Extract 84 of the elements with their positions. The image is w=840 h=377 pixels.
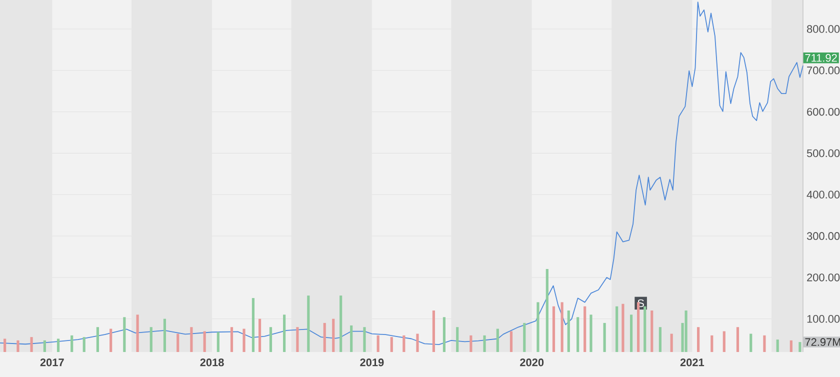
- bar: [442, 317, 446, 352]
- bar: [269, 327, 272, 352]
- bar: [136, 314, 139, 352]
- bar: [416, 334, 419, 352]
- bar: [644, 306, 646, 352]
- x-tick-label: 2018: [200, 358, 224, 366]
- bar: [350, 325, 353, 352]
- bar: [722, 331, 726, 352]
- bar: [496, 328, 499, 352]
- bar: [307, 296, 310, 352]
- bar: [163, 318, 166, 352]
- annotation: 72.97M: [805, 338, 840, 346]
- bar: [203, 331, 206, 352]
- bar: [750, 334, 752, 352]
- bar: [483, 335, 486, 352]
- bar: [390, 337, 393, 352]
- bar: [636, 302, 640, 352]
- bar: [258, 318, 262, 352]
- bar: [296, 327, 299, 352]
- bar: [536, 302, 540, 352]
- bar: [323, 322, 326, 352]
- bar: [30, 337, 33, 352]
- bar: [603, 322, 606, 352]
- y-tick-label: 500.00: [806, 149, 840, 158]
- bar: [16, 340, 20, 352]
- bar: [402, 335, 406, 352]
- bar: [590, 314, 592, 352]
- y-tick-label: 400.00: [806, 190, 840, 199]
- bar: [670, 334, 673, 352]
- bar: [616, 306, 618, 352]
- annotation: 711.92: [805, 54, 837, 62]
- bar: [110, 328, 112, 352]
- bar: [70, 335, 74, 352]
- bar: [630, 314, 633, 352]
- bar: [470, 335, 472, 352]
- bar: [190, 327, 193, 352]
- bar: [150, 327, 152, 352]
- y-tick-label: 200.00: [807, 274, 840, 282]
- bar: [552, 306, 556, 352]
- bar: [332, 318, 335, 352]
- y-tick-label: 800.00: [807, 25, 840, 33]
- bar: [650, 310, 654, 352]
- bar: [790, 340, 792, 352]
- bar: [123, 317, 126, 352]
- x-tick-label: 2021: [680, 358, 704, 366]
- bar: [798, 342, 802, 352]
- bar: [567, 310, 570, 352]
- y-tick-label: 700.00: [807, 66, 840, 74]
- x-tick-label: 2020: [520, 358, 544, 366]
- bar: [242, 328, 246, 352]
- bar: [216, 332, 220, 352]
- bar: [622, 304, 624, 352]
- bar: [776, 340, 779, 352]
- bar: [710, 335, 714, 352]
- y-tick-label: 100.00: [807, 315, 840, 323]
- bar: [432, 310, 435, 352]
- bar: [697, 327, 700, 352]
- bar: [736, 327, 740, 352]
- bar: [684, 310, 688, 352]
- bar: [56, 338, 60, 352]
- x-tick-label: 2017: [40, 358, 64, 366]
- bar: [576, 317, 580, 352]
- bar: [252, 298, 255, 352]
- bar: [560, 302, 564, 352]
- bar: [176, 334, 180, 352]
- bar: [763, 335, 766, 352]
- bar: [456, 327, 459, 352]
- bar: [658, 327, 662, 352]
- bar: [283, 314, 286, 352]
- bar: [546, 269, 548, 352]
- bar: [82, 337, 86, 352]
- bar: [376, 335, 380, 352]
- bar: [363, 327, 366, 352]
- y-tick-label: 600.00: [807, 108, 840, 116]
- x-tick-label: 2019: [360, 358, 384, 366]
- bar: [96, 327, 99, 352]
- bar: [230, 327, 234, 352]
- y-tick-label: 300.00: [806, 232, 840, 240]
- bar: [4, 338, 6, 352]
- bar: [510, 331, 513, 352]
- bar: [584, 306, 586, 352]
- bar: [340, 296, 342, 352]
- bar: [523, 322, 526, 352]
- bar: [43, 340, 46, 352]
